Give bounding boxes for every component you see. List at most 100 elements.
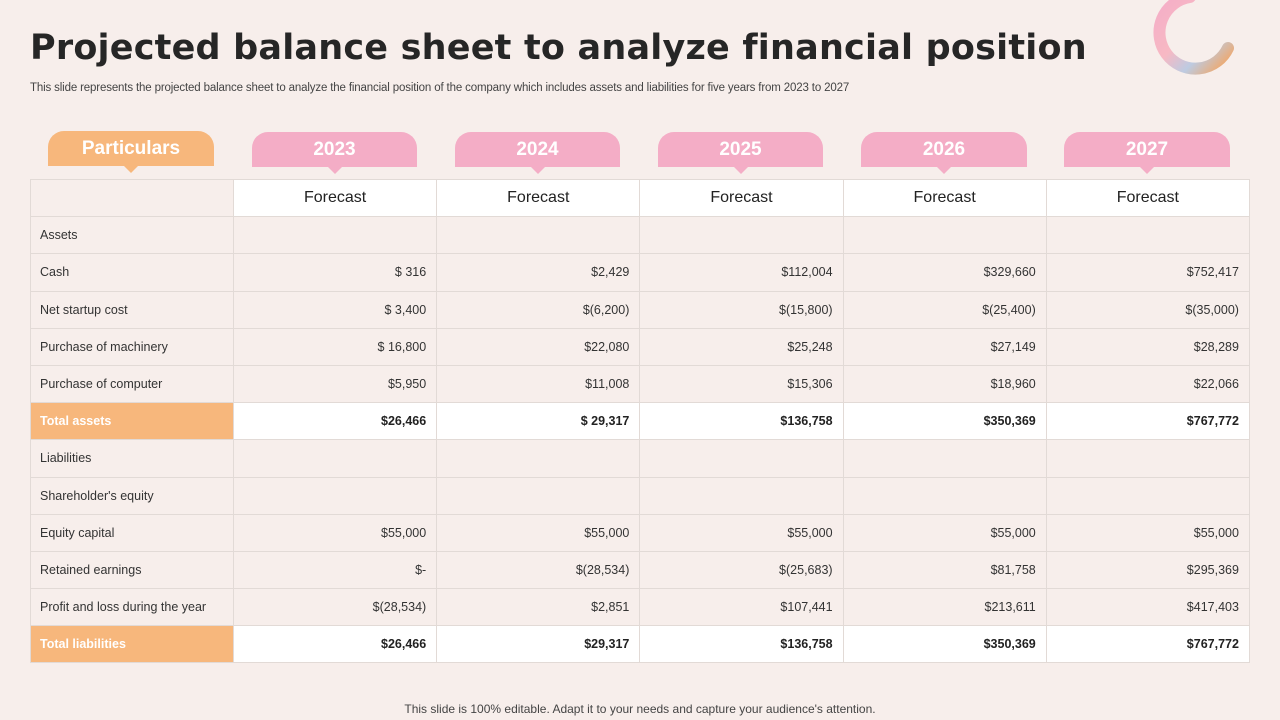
row-value-2023: $ 16,800: [232, 327, 438, 366]
row-value-2027: $752,417: [1045, 253, 1250, 292]
row-value-2027: [1045, 439, 1250, 478]
table-row: Shareholder's equity: [30, 476, 1250, 515]
row-value-2024: [436, 439, 641, 478]
row-value-2023: $26,466: [232, 625, 438, 664]
row-label: Cash: [30, 253, 234, 292]
row-label: Total liabilities: [30, 625, 234, 664]
row-label: Purchase of machinery: [30, 327, 234, 366]
table-row: Profit and loss during the year $(28,534)…: [30, 588, 1250, 627]
row-value-2024: $2,851: [436, 588, 641, 627]
row-value-2026: $350,369: [842, 402, 1047, 441]
header-blank-cell: [30, 178, 234, 218]
row-value-2024: $(28,534): [436, 550, 641, 590]
row-value-2025: $(25,683): [639, 550, 844, 590]
row-value-2026: $55,000: [842, 513, 1047, 552]
row-value-2027: $767,772: [1045, 402, 1250, 441]
row-value-2023: $5,950: [232, 364, 438, 404]
tab-year-2023: 2023: [252, 132, 417, 174]
table-header-row: Forecast Forecast Forecast Forecast Fore…: [30, 178, 1250, 218]
row-value-2025: $107,441: [639, 588, 844, 627]
header-forecast: Forecast: [842, 178, 1047, 218]
header-forecast: Forecast: [639, 178, 844, 218]
table-row: Equity capital $55,000 $55,000 $55,000 $55,0…: [30, 513, 1250, 552]
row-value-2023: [232, 476, 438, 515]
row-value-2025: $15,306: [639, 364, 844, 404]
row-value-2024: $11,008: [436, 364, 641, 404]
row-label: Total assets: [30, 402, 234, 441]
footer-note: This slide is 100% editable. Adapt it to…: [404, 702, 876, 716]
row-label: Purchase of computer: [30, 364, 234, 404]
row-value-2026: $18,960: [842, 364, 1047, 404]
row-value-2024: $2,429: [436, 253, 641, 292]
row-value-2026: $213,611: [842, 588, 1047, 627]
row-value-2023: $26,466: [232, 402, 438, 441]
row-value-2023: $-: [232, 550, 438, 590]
tab-year-2027: 2027: [1064, 132, 1230, 174]
row-value-2025: [639, 216, 844, 255]
row-label: Profit and loss during the year: [30, 588, 234, 627]
row-value-2027: $417,403: [1045, 588, 1250, 627]
row-value-2025: [639, 476, 844, 515]
row-value-2027: $28,289: [1045, 327, 1250, 366]
header-forecast: Forecast: [232, 178, 438, 218]
row-value-2025: $112,004: [639, 253, 844, 292]
row-value-2023: $ 3,400: [232, 290, 438, 329]
row-value-2026: $27,149: [842, 327, 1047, 366]
row-value-2027: [1045, 476, 1250, 515]
gradient-ring-icon: [1153, 0, 1234, 75]
row-value-2024: $29,317: [436, 625, 641, 664]
row-value-2023: [232, 216, 438, 255]
row-value-2026: [842, 216, 1047, 255]
row-value-2024: $ 29,317: [436, 402, 641, 441]
row-value-2026: [842, 439, 1047, 478]
row-value-2023: [232, 439, 438, 478]
row-value-2026: $(25,400): [842, 290, 1047, 329]
table-row: Assets: [30, 216, 1250, 255]
table-row: Net startup cost $ 3,400 $(6,200) $(15,800)…: [30, 290, 1250, 329]
row-value-2024: $(6,200): [436, 290, 641, 329]
row-label: Liabilities: [30, 439, 234, 478]
tab-year-2026: 2026: [861, 132, 1027, 174]
row-label: Equity capital: [30, 513, 234, 552]
row-value-2024: $55,000: [436, 513, 641, 552]
tab-particulars: Particulars: [48, 131, 214, 173]
row-value-2025: $25,248: [639, 327, 844, 366]
table-total-row: Total liabilities $26,466 $29,317 $136,758 $…: [30, 625, 1250, 664]
row-label: Shareholder's equity: [30, 476, 234, 515]
row-value-2027: $295,369: [1045, 550, 1250, 590]
row-value-2025: $(15,800): [639, 290, 844, 329]
row-value-2023: $(28,534): [232, 588, 438, 627]
row-value-2027: $22,066: [1045, 364, 1250, 404]
row-value-2026: $329,660: [842, 253, 1047, 292]
table-row: Purchase of machinery $ 16,800 $22,080 $25,…: [30, 327, 1250, 366]
table-row: Purchase of computer $5,950 $11,008 $15,306…: [30, 364, 1250, 404]
row-label: Assets: [30, 216, 234, 255]
tab-year-2024: 2024: [455, 132, 620, 174]
row-value-2024: [436, 476, 641, 515]
row-value-2025: $55,000: [639, 513, 844, 552]
tab-year-2025: 2025: [658, 132, 823, 174]
row-value-2025: [639, 439, 844, 478]
row-value-2023: $55,000: [232, 513, 438, 552]
row-value-2025: $136,758: [639, 625, 844, 664]
table-row: Retained earnings $- $(28,534) $(25,683) $81…: [30, 550, 1250, 590]
header-forecast: Forecast: [1045, 178, 1250, 218]
row-value-2027: $55,000: [1045, 513, 1250, 552]
row-value-2027: [1045, 216, 1250, 255]
row-value-2026: $81,758: [842, 550, 1047, 590]
row-value-2026: $350,369: [842, 625, 1047, 664]
row-value-2027: $767,772: [1045, 625, 1250, 664]
row-value-2024: [436, 216, 641, 255]
balance-sheet-table: Forecast Forecast Forecast Forecast Fore…: [30, 178, 1250, 664]
table-total-row: Total assets $26,466 $ 29,317 $136,758 $350,…: [30, 402, 1250, 441]
page-title: Projected balance sheet to analyze finan…: [30, 28, 1087, 68]
row-value-2027: $(35,000): [1045, 290, 1250, 329]
table-row: Cash $ 316 $2,429 $112,004 $329,660 $752,417: [30, 253, 1250, 292]
row-value-2023: $ 316: [232, 253, 438, 292]
row-value-2025: $136,758: [639, 402, 844, 441]
header-forecast: Forecast: [436, 178, 641, 218]
row-label: Retained earnings: [30, 550, 234, 590]
row-label: Net startup cost: [30, 290, 234, 329]
row-value-2026: [842, 476, 1047, 515]
row-value-2024: $22,080: [436, 327, 641, 366]
